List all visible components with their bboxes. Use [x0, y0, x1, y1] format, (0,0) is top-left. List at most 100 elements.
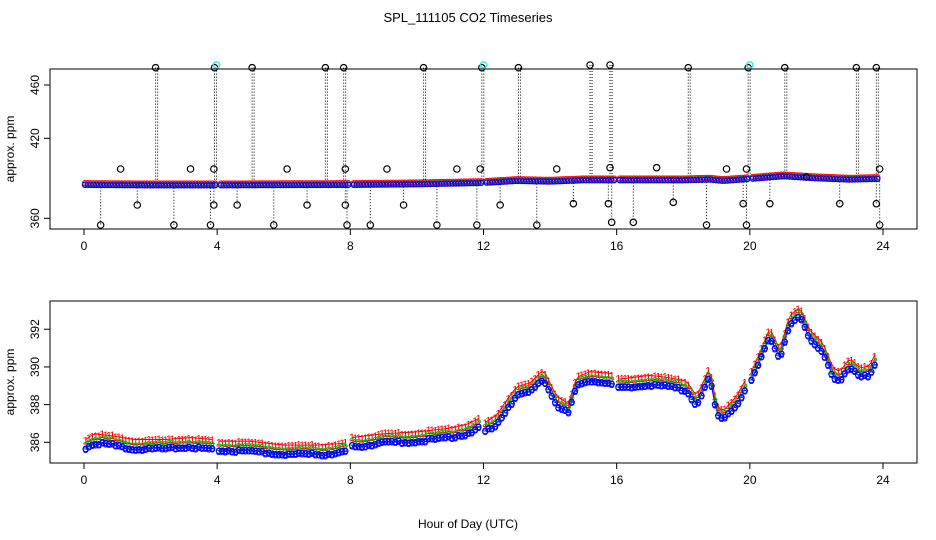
series-3-point: 3 — [396, 436, 402, 448]
series-o-point — [658, 382, 665, 389]
raw-point — [780, 63, 789, 72]
series-1-point: 1 — [812, 331, 818, 343]
series-3-point: 3 — [659, 381, 665, 393]
series-o-point — [408, 439, 416, 446]
series-o-point — [445, 433, 452, 440]
series-1-point: 1 — [269, 440, 275, 452]
series-1-point: 1 — [282, 441, 288, 453]
series-3-point: 3 — [675, 382, 681, 394]
series-3-point: 3 — [655, 380, 661, 392]
series-1-point: 1 — [96, 431, 102, 443]
series-3-point: 3 — [163, 443, 169, 455]
series-3-point: 3 — [359, 442, 365, 454]
series-o-point — [695, 399, 702, 406]
series-1-point: 1 — [445, 423, 451, 435]
raw-point — [321, 63, 330, 72]
series-3-point: 3 — [738, 392, 744, 404]
series-1-point: 1 — [439, 424, 445, 436]
series-o-point — [851, 367, 858, 375]
series-1-point: 1 — [279, 441, 285, 453]
raw-point — [186, 165, 195, 173]
series-3-point: 3 — [572, 386, 578, 398]
series-3-point: 3 — [525, 387, 531, 399]
series-1-point: 1 — [236, 437, 242, 449]
series-1-point: 1 — [822, 344, 828, 356]
series-3-point: 3 — [635, 382, 641, 394]
series-3-point: 3 — [698, 391, 704, 403]
series-3-point: 3 — [615, 382, 621, 394]
series-3-point: 3 — [515, 389, 521, 401]
raw-point — [476, 165, 484, 173]
series-1-point: 1 — [475, 413, 481, 425]
series-o-point — [298, 450, 306, 457]
series-o-point — [651, 381, 659, 388]
raw-point — [739, 199, 747, 208]
series-3-point: 3 — [269, 449, 275, 461]
series-o-point — [372, 441, 379, 448]
series-1-point: 1 — [386, 428, 392, 440]
series-1-point: 1 — [768, 328, 774, 340]
series-o-point — [638, 383, 645, 390]
series-3-point: 3 — [559, 404, 565, 416]
series-3-point: 3 — [862, 370, 868, 382]
series-3-point: 3 — [632, 382, 638, 394]
series-1-line — [351, 418, 479, 439]
series-2-line — [85, 438, 213, 445]
series-o-point — [225, 447, 233, 454]
series-3-point: 3 — [858, 372, 864, 384]
series-1-point: 1 — [765, 327, 771, 339]
series-o-point — [811, 341, 818, 348]
series-3-point: 3 — [349, 440, 355, 452]
series-1-point: 1 — [602, 370, 608, 382]
series-3-point: 3 — [186, 442, 192, 454]
series-3-point: 3 — [202, 443, 208, 455]
series-3-point: 3 — [442, 432, 448, 444]
y-tick-label: 386 — [28, 432, 42, 452]
series-1-point: 1 — [246, 437, 252, 449]
series-1-point: 1 — [742, 377, 748, 389]
series-o-point — [631, 383, 639, 390]
series-3-point: 3 — [246, 445, 252, 457]
bottom-panel-axes: 0 4 8 12 16 20 24 386 388 390 392 — [28, 319, 890, 487]
series-o-point — [262, 450, 269, 457]
series-3-point: 3 — [386, 437, 392, 449]
series-3-point: 3 — [452, 433, 458, 445]
series-1-point: 1 — [199, 434, 205, 446]
series-3-point: 3 — [715, 411, 721, 423]
series-o-point — [605, 379, 612, 387]
series-o-point — [501, 409, 509, 417]
series-3-point: 3 — [232, 447, 238, 459]
series-3-point: 3 — [376, 438, 382, 450]
series-3-point: 3 — [206, 443, 212, 455]
series-1-point: 1 — [416, 428, 422, 440]
raw-point — [766, 199, 774, 208]
series-o-point — [205, 445, 213, 452]
series-1-point: 1 — [109, 430, 115, 442]
series-o-point — [698, 392, 705, 399]
series-o-point — [179, 444, 186, 452]
series-1-point: 1 — [426, 425, 432, 437]
series-o-point — [188, 444, 196, 452]
series-1-point: 1 — [332, 440, 338, 452]
series-o-point — [621, 383, 629, 391]
series-3-point: 3 — [449, 433, 455, 445]
series-1-point: 1 — [579, 370, 585, 382]
series-3-point: 3 — [312, 449, 318, 461]
series-1-point: 1 — [289, 441, 295, 453]
series-o-point — [738, 394, 745, 401]
series-1-point: 1 — [592, 368, 598, 380]
series-1-point: 1 — [342, 438, 348, 450]
series-3-point: 3 — [825, 360, 831, 372]
series-1-point: 1 — [172, 435, 178, 447]
series-1-line — [751, 308, 876, 372]
x-axis-label: Hour of Day (UTC) — [418, 517, 518, 531]
series-3-point: 3 — [133, 445, 139, 457]
top-panel-ylabel: approx. ppm — [3, 116, 17, 183]
series-o-point — [115, 442, 123, 449]
series-2-line — [218, 445, 346, 451]
series-1-point: 1 — [93, 431, 99, 443]
series-3-point: 3 — [455, 431, 461, 443]
x-tick-label: 12 — [477, 473, 491, 487]
series-3-point: 3 — [639, 381, 645, 393]
series-3-point: 3 — [336, 447, 342, 459]
